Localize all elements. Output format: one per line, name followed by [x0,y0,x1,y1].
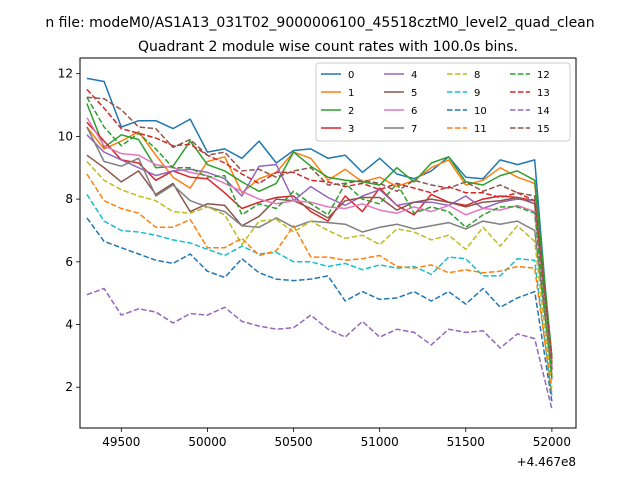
x-axis: 49500 50000 50500 51000 51500 52000 [102,428,571,449]
series-line-6 [86,117,553,366]
legend-label-1: 1 [348,88,354,99]
legend-label-14: 14 [537,106,550,117]
plot-frame [79,57,577,429]
series-line-15 [86,96,553,364]
x-tick-label: 50500 [274,435,312,449]
series-line-8 [86,160,553,388]
series-line-13 [86,88,553,360]
figure-suptitle: n file: modeM0/AS1A13_031T02_9000006100_… [45,15,594,31]
legend-label-5: 5 [411,88,417,99]
x-offset-label: +4.467e8 [517,455,576,469]
legend-label-4: 4 [411,70,417,81]
legend-label-15: 15 [537,124,550,135]
legend-label-0: 0 [348,70,354,81]
y-tick-label: 12 [58,67,73,81]
y-axis: 2 4 6 8 10 12 [58,67,80,394]
legend-label-8: 8 [474,70,480,81]
x-tick-label: 52000 [533,435,571,449]
legend-label-13: 13 [537,88,550,99]
x-tick-label: 50000 [188,435,226,449]
x-tick-label: 51500 [447,435,485,449]
legend-label-7: 7 [411,124,417,135]
chart-title: Quadrant 2 module wise count rates with … [138,39,518,55]
series-line-7 [86,126,553,375]
legend-label-10: 10 [474,106,487,117]
series-line-2 [86,103,553,356]
series-line-0 [86,77,553,369]
series-line-5 [86,154,553,369]
series-line-11 [86,173,553,394]
series-line-14 [86,287,553,410]
y-tick-label: 6 [65,255,73,269]
legend-label-11: 11 [474,124,487,135]
series-layer [86,77,553,410]
x-tick-label: 51000 [361,435,399,449]
x-tick-label: 49500 [102,435,140,449]
y-tick-label: 2 [65,380,73,394]
legend-label-12: 12 [537,70,550,81]
legend-frame [315,62,571,142]
series-line-10 [86,217,553,402]
series-line-12 [86,96,553,378]
y-tick-label: 8 [65,192,73,206]
y-tick-label: 4 [65,318,73,332]
series-line-9 [86,193,553,397]
legend-label-9: 9 [474,88,480,99]
y-tick-label: 10 [58,129,73,143]
series-line-4 [86,134,553,380]
legend-label-3: 3 [348,124,354,135]
legend-label-2: 2 [348,106,354,117]
legend-label-6: 6 [411,106,417,117]
